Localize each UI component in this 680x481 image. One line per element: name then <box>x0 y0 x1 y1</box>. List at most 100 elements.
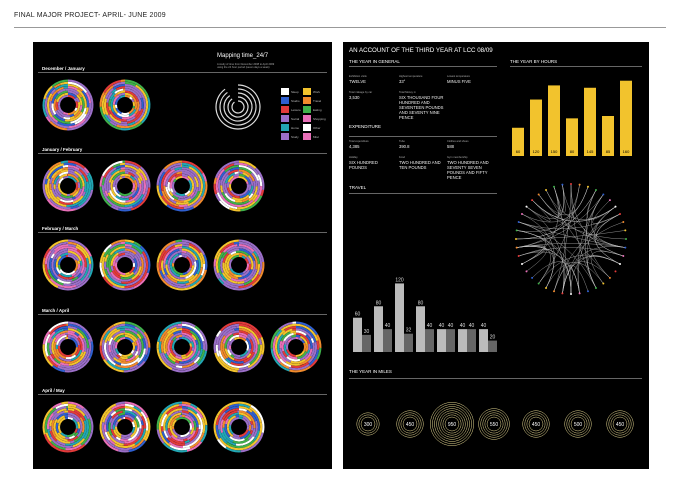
wheel-segment <box>193 356 201 364</box>
wheel-segment <box>238 241 254 249</box>
wheel-segment <box>52 114 71 124</box>
wheel-segment <box>67 164 80 171</box>
wheel-segment <box>214 352 238 373</box>
wheel-segment <box>62 175 69 180</box>
wheel-segment <box>43 248 51 258</box>
wheel-segment <box>169 352 183 362</box>
miles-ring <box>568 414 588 434</box>
wheel-segment <box>103 98 109 116</box>
poster-title: AN ACCOUNT OF THE THIRD YEAR AT LCC 08/0… <box>349 47 493 54</box>
wheel-segment <box>117 174 121 179</box>
wheel-segment <box>215 344 220 357</box>
wheel-segment <box>175 416 183 421</box>
wheel-segment <box>189 257 194 262</box>
wheel-segment <box>119 169 126 173</box>
wheel-segment <box>232 435 241 440</box>
wheel-center <box>117 339 133 355</box>
wheel-segment <box>108 324 120 332</box>
wheel-segment <box>134 326 142 332</box>
wheel-segment <box>228 403 240 409</box>
wheel-segment <box>225 438 237 446</box>
wheel-segment <box>258 337 263 345</box>
wheel-segment <box>165 186 175 201</box>
section-rule <box>349 193 497 194</box>
wheel-segment <box>227 349 232 356</box>
travel-bar-label: 60 <box>355 312 361 318</box>
wheel-segment <box>185 275 190 279</box>
wheel-segment <box>238 416 243 420</box>
wheel-segment <box>196 406 208 426</box>
wheel-segment <box>242 353 257 366</box>
wheel-segment <box>286 356 301 362</box>
wheel-segment <box>64 354 73 358</box>
wheel-segment <box>275 348 281 360</box>
wheel-segment <box>169 265 181 277</box>
wheel-segment <box>42 344 54 367</box>
network-node <box>545 188 548 191</box>
wheel-segment <box>181 323 205 342</box>
wheel-segment <box>139 330 149 356</box>
wheel-segment <box>224 253 232 264</box>
wheel-segment <box>174 284 191 289</box>
wheel-segment <box>102 408 113 423</box>
wheel-segment <box>108 170 120 183</box>
wheel-segment <box>134 101 140 115</box>
wheel-segment <box>140 415 146 429</box>
wheel-segment <box>111 88 117 94</box>
wheel-segment <box>166 204 194 212</box>
wheel-segment <box>128 251 136 257</box>
wheel-segment <box>275 329 286 350</box>
wheel-segment <box>165 179 169 187</box>
miles-ring <box>486 416 502 432</box>
wheel-segment <box>201 417 206 434</box>
travel-bar <box>374 306 383 352</box>
travel-bar-label: 20 <box>490 335 496 341</box>
wheel-segment <box>112 171 126 181</box>
wheel-segment <box>133 270 139 276</box>
wheel-segment <box>56 266 62 275</box>
wheel-segment <box>234 171 239 175</box>
wheel-segment <box>169 425 178 439</box>
wheel-segment <box>56 121 76 127</box>
miles-ring <box>434 406 470 442</box>
wheel-segment <box>113 360 122 366</box>
wheel-segment <box>113 321 126 327</box>
wheel-segment <box>106 274 127 287</box>
wheel-segment <box>67 83 79 89</box>
wheel-segment <box>297 351 308 360</box>
wheel-segment <box>185 350 194 359</box>
wheel-segment <box>232 438 250 444</box>
wheel-segment <box>172 428 179 436</box>
wheel-segment <box>109 242 121 250</box>
miles-value: 450 <box>616 422 625 428</box>
miles-ring <box>400 414 420 434</box>
wheel-segment <box>76 248 87 268</box>
wheel-segment <box>230 361 244 366</box>
wheel-segment <box>181 328 191 333</box>
wheel-segment <box>44 250 52 265</box>
wheel-segment <box>229 207 241 212</box>
wheel-segment <box>116 112 130 118</box>
wheel-segment <box>231 323 240 328</box>
wheel-segment <box>244 348 252 358</box>
wheel-segment <box>156 429 165 444</box>
wheel-segment <box>132 182 136 190</box>
travel-network-diagram <box>515 183 627 295</box>
wheel-segment <box>70 266 87 284</box>
wheel-segment <box>77 198 87 207</box>
wheel-segment <box>178 274 195 282</box>
wheel-segment <box>163 430 169 439</box>
wheel-segment <box>112 357 122 364</box>
wheel-segment <box>224 182 233 199</box>
wheel-segment <box>49 189 60 203</box>
wheel-segment <box>291 334 297 338</box>
wheel-segment <box>118 205 133 210</box>
network-node <box>520 262 523 265</box>
wheel-segment <box>163 277 176 288</box>
wheel-segment <box>230 354 235 358</box>
wheel-segment <box>54 113 66 122</box>
wheel-segment <box>284 335 293 345</box>
wheel-segment <box>72 348 90 368</box>
stat-value: TWO HUNDRED AND TEN POUNDS <box>399 160 441 170</box>
wheel-segment <box>56 408 67 414</box>
